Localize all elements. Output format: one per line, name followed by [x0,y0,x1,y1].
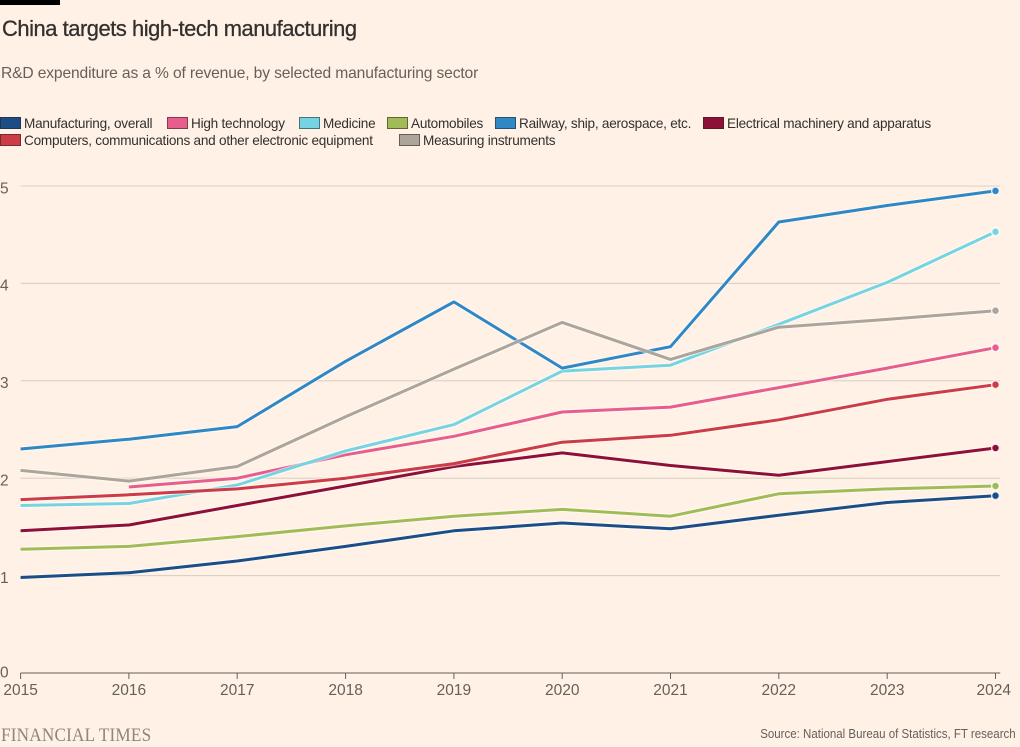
svg-text:2019: 2019 [437,682,471,699]
svg-text:2017: 2017 [220,682,254,699]
svg-text:5: 5 [0,180,9,197]
svg-text:2015: 2015 [3,682,37,699]
svg-text:0: 0 [0,664,9,681]
svg-text:2020: 2020 [545,682,580,699]
svg-text:4: 4 [0,278,9,295]
svg-text:2022: 2022 [762,682,796,699]
svg-text:1: 1 [0,570,9,587]
svg-text:2024: 2024 [977,682,1012,699]
svg-text:2: 2 [0,473,9,490]
svg-text:3: 3 [0,375,9,392]
svg-text:2021: 2021 [653,682,687,699]
svg-text:2016: 2016 [112,682,146,699]
svg-text:2018: 2018 [328,682,362,699]
svg-text:2023: 2023 [870,682,904,699]
